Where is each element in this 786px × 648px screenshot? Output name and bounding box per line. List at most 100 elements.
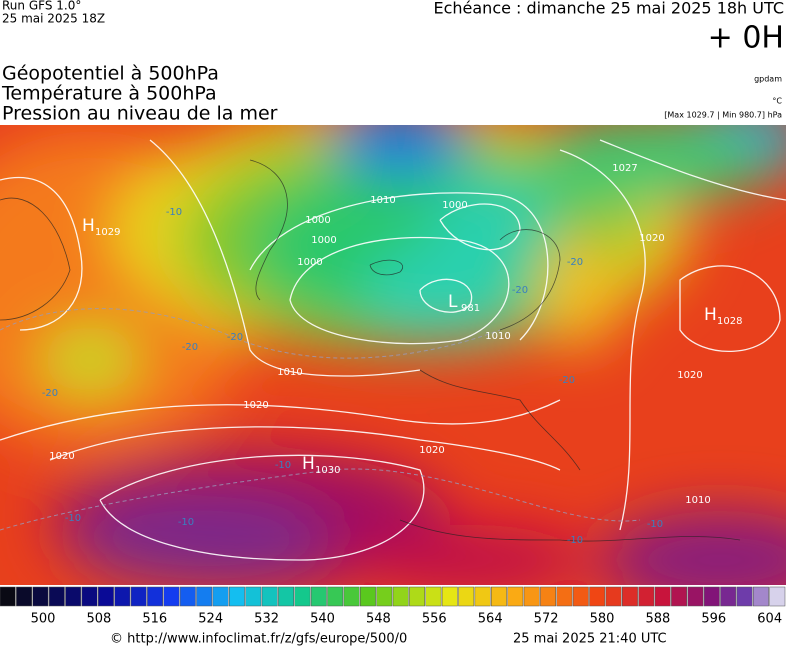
colorbar-swatch xyxy=(392,586,409,607)
temperature-label: -10 xyxy=(166,207,182,218)
colorbar-swatch xyxy=(212,586,229,607)
colorbar-label: 516 xyxy=(142,612,167,627)
colorbar-swatch xyxy=(294,586,311,607)
temperature-label: -20 xyxy=(182,342,198,353)
colorbar-swatch xyxy=(376,586,393,607)
run-date: 25 mai 2025 18Z xyxy=(2,12,105,26)
colorbar-swatch xyxy=(114,586,131,607)
title: Géopotentiel à 500hPa xyxy=(2,63,219,85)
isobar-label: 1020 xyxy=(49,451,74,462)
colorbar-swatch xyxy=(458,586,475,607)
colorbar-swatch xyxy=(687,586,704,607)
colorbar-swatch xyxy=(622,586,638,607)
colorbar-swatch xyxy=(163,586,180,607)
colorbar-swatch xyxy=(638,586,655,607)
isobar-label: 1020 xyxy=(639,233,664,244)
center-letter: L xyxy=(448,292,458,312)
colorbar-swatch xyxy=(507,586,524,607)
colorbar-swatch xyxy=(703,586,720,607)
temperature-label: -20 xyxy=(42,388,58,399)
center-letter: H xyxy=(704,305,717,325)
isobar-label: 1010 xyxy=(685,495,710,506)
offset: + 0H xyxy=(708,21,784,56)
map xyxy=(0,125,786,585)
colorbar-swatch xyxy=(654,586,671,607)
unit: gpdam xyxy=(754,75,782,84)
colorbar-swatch xyxy=(425,586,442,607)
colorbar-swatch xyxy=(245,586,262,607)
colorbar-swatch xyxy=(409,586,425,607)
isobar-label: 1000 xyxy=(442,200,467,211)
colorbar-label: 556 xyxy=(422,612,447,627)
colorbar-swatch xyxy=(0,586,16,607)
colorbar-swatch xyxy=(81,586,98,607)
colorbar-swatch xyxy=(540,586,556,607)
isobar-label: 1010 xyxy=(277,367,302,378)
center-value: 1029 xyxy=(95,227,120,238)
colorbar-swatch xyxy=(16,586,32,607)
colorbar-swatch xyxy=(769,586,786,607)
isobar-label: 1020 xyxy=(419,445,444,456)
colorbar-label: 524 xyxy=(198,612,223,627)
colorbar-swatch xyxy=(98,586,114,607)
colorbar-swatch xyxy=(130,586,147,607)
colorbar-swatch xyxy=(179,586,196,607)
title: Température à 500hPa xyxy=(1,83,217,105)
temperature-label: -10 xyxy=(178,517,194,528)
colorbar-swatch xyxy=(556,586,573,607)
footer-source: © http://www.infoclimat.fr/z/gfs/europe/… xyxy=(110,632,407,647)
colorbar-swatch xyxy=(343,586,360,607)
isobar-label: 1027 xyxy=(612,163,637,174)
colorbar-swatch xyxy=(589,586,606,607)
isobar-label: 1000 xyxy=(297,257,322,268)
center-value: 1028 xyxy=(717,316,742,327)
run: Run GFS 1.0° xyxy=(2,0,81,13)
colorbar-label: 604 xyxy=(757,612,782,627)
colorbar-swatch xyxy=(605,586,622,607)
colorbar-swatch xyxy=(261,586,278,607)
colorbar-swatch xyxy=(196,586,213,607)
colorbar-swatch xyxy=(572,586,589,607)
title: Pression au niveau de la mer xyxy=(2,103,278,125)
isobar-label: 1020 xyxy=(677,370,702,381)
colorbar-label: 572 xyxy=(534,612,559,627)
unit: °C xyxy=(772,97,782,106)
colorbar-swatch xyxy=(147,586,163,607)
center-letter: H xyxy=(82,216,95,236)
colorbar-swatch xyxy=(720,586,737,607)
temperature-label: -20 xyxy=(512,285,528,296)
colorbar-swatch xyxy=(523,586,540,607)
colorbar-swatch xyxy=(753,586,769,607)
colorbar-swatch xyxy=(65,586,82,607)
colorbar-swatch xyxy=(327,586,344,607)
colorbar-label: 580 xyxy=(590,612,615,627)
colorbar-label: 596 xyxy=(701,612,726,627)
center-letter: H xyxy=(302,454,315,474)
temperature-label: -20 xyxy=(567,257,583,268)
center-value: 981 xyxy=(461,303,480,314)
colorbar-swatch xyxy=(360,586,376,607)
temperature-label: -20 xyxy=(227,332,243,343)
colorbar-swatch xyxy=(474,586,491,607)
colorbar-swatch xyxy=(48,586,65,607)
temperature-label: -10 xyxy=(567,535,583,546)
center-value: 1030 xyxy=(315,465,340,476)
unit: [Max 1029.7 | Min 980.7] hPa xyxy=(664,111,782,120)
header: Run GFS 1.0° 25 mai 2025 18Z Echéance : … xyxy=(1,0,784,125)
colorbar-label: 548 xyxy=(366,612,391,627)
isobar-label: 1010 xyxy=(485,331,510,342)
colorbar-swatch xyxy=(278,586,294,607)
temperature-label: -20 xyxy=(559,375,575,386)
isobar-label: 1000 xyxy=(305,215,330,226)
isobar-label: 1010 xyxy=(370,195,395,206)
colorbar-swatch xyxy=(736,586,753,607)
colorbar-label: 564 xyxy=(478,612,503,627)
colorbar-swatch xyxy=(229,586,245,607)
colorbar-swatch xyxy=(32,586,49,607)
colorbar-swatch xyxy=(441,586,458,607)
temperature-label: -10 xyxy=(275,460,291,471)
colorbar-swatch xyxy=(310,586,327,607)
temperature-label: -10 xyxy=(65,513,81,524)
colorbar-label: 500 xyxy=(31,612,56,627)
